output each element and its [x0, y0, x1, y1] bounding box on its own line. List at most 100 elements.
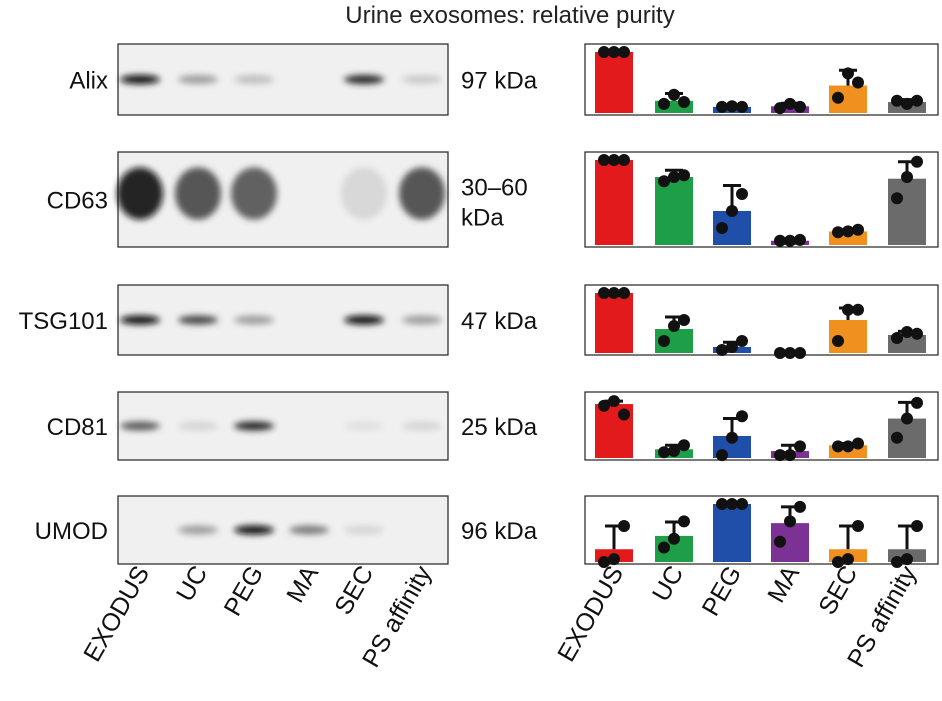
blot-band	[402, 315, 442, 325]
data-point	[736, 100, 748, 113]
data-point	[608, 553, 620, 566]
data-point	[716, 100, 728, 113]
data-point	[598, 154, 610, 166]
data-point	[668, 445, 680, 458]
marker-label: CD81	[47, 414, 108, 441]
data-point	[608, 46, 620, 58]
data-point	[608, 154, 620, 166]
data-point	[736, 498, 748, 510]
data-point	[608, 287, 620, 299]
bar-panel-tsg101	[584, 284, 939, 359]
data-point	[618, 46, 630, 58]
data-point	[608, 395, 620, 408]
data-point	[891, 192, 903, 205]
data-point	[832, 91, 844, 104]
data-point	[891, 94, 903, 107]
blot-band	[344, 315, 384, 325]
data-point	[901, 553, 913, 566]
size-label: kDa	[461, 205, 504, 232]
panel-frame	[584, 391, 939, 461]
data-point	[598, 46, 610, 58]
blot-cd81: CD81 25 kDa	[47, 391, 538, 461]
data-point	[678, 515, 690, 528]
blot-band	[120, 75, 160, 84]
data-point	[794, 500, 806, 513]
data-point	[784, 234, 796, 247]
blot-band	[289, 525, 329, 535]
blot-frame	[117, 151, 449, 248]
data-point	[901, 97, 913, 110]
blot-frame	[117, 495, 449, 565]
tick-label: EXODUS	[78, 561, 155, 666]
data-point	[852, 223, 864, 236]
blot-alix: Alix 97 kDa	[69, 43, 538, 116]
tick-label: MA	[762, 561, 805, 608]
blot-band	[120, 421, 160, 431]
data-point	[658, 175, 670, 188]
data-point	[774, 449, 786, 462]
size-label: 25 kDa	[461, 414, 538, 441]
data-point	[911, 155, 923, 168]
data-point	[726, 341, 738, 353]
blot-band	[178, 75, 218, 84]
data-point	[842, 553, 854, 566]
data-point	[618, 520, 630, 533]
bar-chart-panels	[584, 43, 939, 568]
blot-band	[344, 525, 384, 535]
data-point	[716, 222, 728, 234]
data-point	[852, 520, 864, 533]
data-point	[736, 188, 748, 200]
bar	[595, 160, 633, 245]
data-point	[726, 498, 738, 510]
bar	[888, 178, 926, 245]
data-point	[794, 347, 806, 359]
data-point	[726, 205, 738, 217]
blot-band	[234, 75, 274, 84]
panel-frame	[584, 495, 939, 565]
data-point	[832, 556, 844, 568]
size-label: 47 kDa	[461, 308, 538, 335]
data-point	[784, 515, 796, 528]
marker-label: UMOD	[35, 518, 108, 545]
blot-umod: UMOD 96 kDa	[35, 495, 538, 565]
data-point	[794, 100, 806, 113]
data-point	[891, 431, 903, 444]
data-point	[901, 171, 913, 183]
data-point	[911, 520, 923, 533]
data-point	[716, 498, 728, 510]
data-point	[598, 399, 610, 412]
data-point	[658, 446, 670, 459]
blot-band	[399, 167, 445, 220]
figure-title: Urine exosomes: relative purity	[345, 2, 675, 29]
bar	[713, 504, 751, 562]
data-point	[852, 76, 864, 89]
data-point	[842, 303, 854, 316]
marker-label: Alix	[69, 68, 108, 95]
tick-label: MA	[281, 561, 324, 608]
data-point	[901, 326, 913, 338]
bar-panel-cd81	[584, 391, 939, 462]
blot-band	[234, 315, 274, 325]
data-point	[618, 287, 630, 299]
data-point	[618, 408, 630, 421]
blot-frame	[117, 284, 449, 356]
data-point	[774, 535, 786, 548]
data-point	[598, 556, 610, 568]
blot-band	[178, 421, 218, 431]
data-point	[784, 449, 796, 462]
tick-label: UC	[647, 561, 689, 606]
data-point	[891, 556, 903, 568]
blot-band	[117, 167, 163, 220]
data-point	[784, 97, 796, 110]
blot-band	[341, 167, 387, 220]
data-point	[736, 410, 748, 423]
blot-frame	[117, 43, 449, 116]
data-point	[852, 303, 864, 316]
data-point	[678, 439, 690, 452]
blot-band	[344, 421, 384, 431]
data-point	[726, 100, 738, 113]
blot-band	[178, 315, 218, 325]
data-point	[832, 440, 844, 453]
